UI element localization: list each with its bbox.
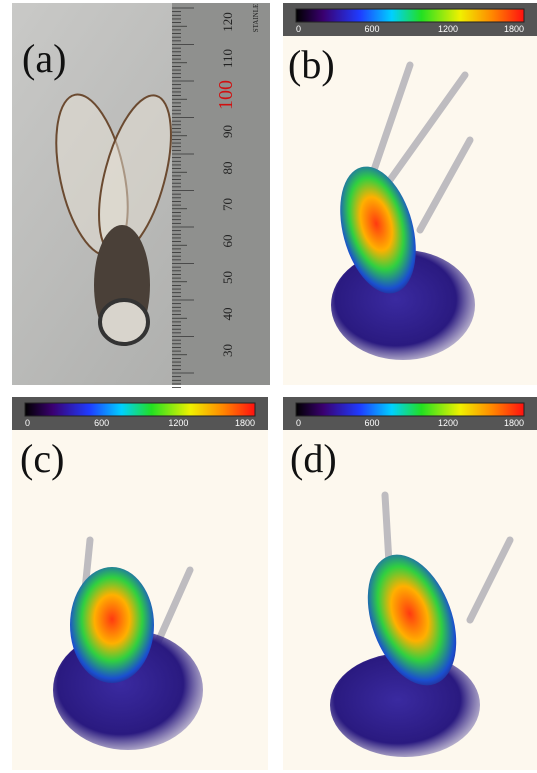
colorbar-tick-label: 0 xyxy=(296,24,301,34)
ruler-number: 70 xyxy=(220,198,235,211)
colorbar-tick-label: 1200 xyxy=(438,418,458,428)
ruler-number: 40 xyxy=(220,308,235,321)
panel-label: (c) xyxy=(20,436,64,481)
thorax-render xyxy=(70,567,154,683)
colorbar-tick-label: 1200 xyxy=(168,418,188,428)
ruler-number: 60 xyxy=(220,235,235,248)
panel-label: (a) xyxy=(22,36,66,81)
colorbar-tick-label: 1800 xyxy=(504,418,524,428)
colorbar xyxy=(25,403,255,416)
panel: 0 600 1200 1800 (d) xyxy=(283,397,537,770)
cicada-head xyxy=(100,300,148,344)
ruler-number: 90 xyxy=(220,125,235,138)
colorbar-tick-label: 600 xyxy=(364,24,379,34)
panel-label: (d) xyxy=(290,436,337,481)
colorbar-tick-label: 0 xyxy=(25,418,30,428)
ruler-number: 110 xyxy=(220,49,235,68)
colorbar xyxy=(296,403,524,416)
panel-label: (b) xyxy=(288,42,335,87)
ruler-number: 50 xyxy=(220,271,235,284)
ruler-number: 80 xyxy=(220,162,235,175)
panel: 0 600 1200 1800 (b) xyxy=(283,3,537,385)
colorbar-tick-label: 1800 xyxy=(504,24,524,34)
ruler-number: 30 xyxy=(220,344,235,357)
ruler-brand: STAINLE xyxy=(252,4,260,33)
ruler-number: 120 xyxy=(220,12,235,32)
colorbar-tick-label: 600 xyxy=(364,418,379,428)
panel: 0 600 1200 1800 (c) xyxy=(12,397,268,770)
colorbar-tick-label: 1200 xyxy=(438,24,458,34)
colorbar xyxy=(296,9,524,22)
figure: 120 110 100 90 80 70 60 50 40 30 STAINLE (a) 0 600 120… xyxy=(0,0,537,773)
colorbar-tick-label: 1800 xyxy=(235,418,255,428)
ruler-number: 100 xyxy=(215,80,237,110)
colorbar-tick-label: 0 xyxy=(296,418,301,428)
colorbar-tick-label: 600 xyxy=(94,418,109,428)
panel: 120 110 100 90 80 70 60 50 40 30 STAINLE (a) xyxy=(12,3,270,388)
